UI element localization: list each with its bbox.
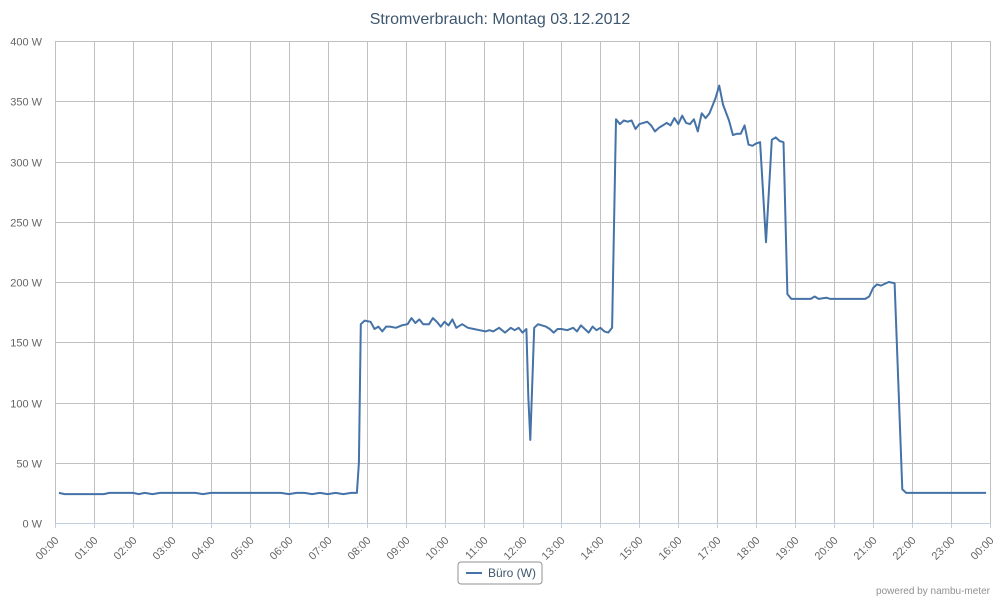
x-tick-label: 15:00 <box>618 535 646 563</box>
credit-text[interactable]: powered by nambu-meter <box>876 586 991 597</box>
x-tick-label: 03:00 <box>151 535 179 563</box>
x-tick-label: 17:00 <box>696 535 724 563</box>
chart-title: Stromverbrauch: Montag 03.12.2012 <box>370 11 631 28</box>
x-tick-label: 14:00 <box>579 535 607 563</box>
y-tick-label: 350 W <box>10 97 42 109</box>
x-tick-label: 11:00 <box>463 535 490 562</box>
x-tick-label: 23:00 <box>930 535 958 563</box>
x-tick-label: 19:00 <box>774 535 802 563</box>
x-axis-ticks: 00:00 01:00 02:00 03:00 04:00 05:00 06:00 07:00… <box>34 523 997 563</box>
y-tick-label: 50 W <box>16 459 42 471</box>
x-tick-label: 20:00 <box>813 535 841 563</box>
legend[interactable]: Büro (W) <box>457 561 543 585</box>
y-tick-label: 0 W <box>22 519 42 531</box>
x-tick-label: 02:00 <box>112 535 140 563</box>
x-tick-label: 09:00 <box>385 535 413 563</box>
y-tick-label: 150 W <box>10 338 42 350</box>
x-tick-label: 04:00 <box>190 535 218 563</box>
series-line-buero[interactable] <box>58 84 987 496</box>
y-tick-label: 100 W <box>10 399 42 411</box>
x-tick-label: 22:00 <box>891 535 919 563</box>
y-tick-label: 200 W <box>10 278 42 290</box>
grid-lines <box>55 41 991 524</box>
x-tick-label: 06:00 <box>268 535 296 563</box>
x-tick-label: 12:00 <box>502 535 530 563</box>
x-tick-label: 18:00 <box>735 535 763 563</box>
x-tick-label: 08:00 <box>346 535 374 563</box>
series-layer <box>58 84 987 496</box>
x-tick-label: 00:00 <box>34 535 62 563</box>
x-tick-label: 05:00 <box>229 535 257 563</box>
y-tick-label: 300 W <box>10 158 42 170</box>
x-tick-label: 00:00 <box>969 535 997 563</box>
x-tick-label: 13:00 <box>540 535 568 563</box>
x-tick-label: 07:00 <box>307 535 335 563</box>
legend-label: Büro (W) <box>488 566 536 580</box>
legend-box[interactable] <box>457 561 543 585</box>
y-axis-ticks: 0 W 50 W 100 W 150 W 200 W 250 W 300 W 350 W 400… <box>10 37 42 531</box>
x-tick-label: 01:00 <box>73 535 101 563</box>
y-tick-label: 400 W <box>10 37 42 49</box>
y-tick-label: 250 W <box>10 218 42 230</box>
x-tick-label: 16:00 <box>657 535 685 563</box>
x-tick-label: 21:00 <box>852 535 880 563</box>
x-tick-label: 10:00 <box>424 535 452 563</box>
